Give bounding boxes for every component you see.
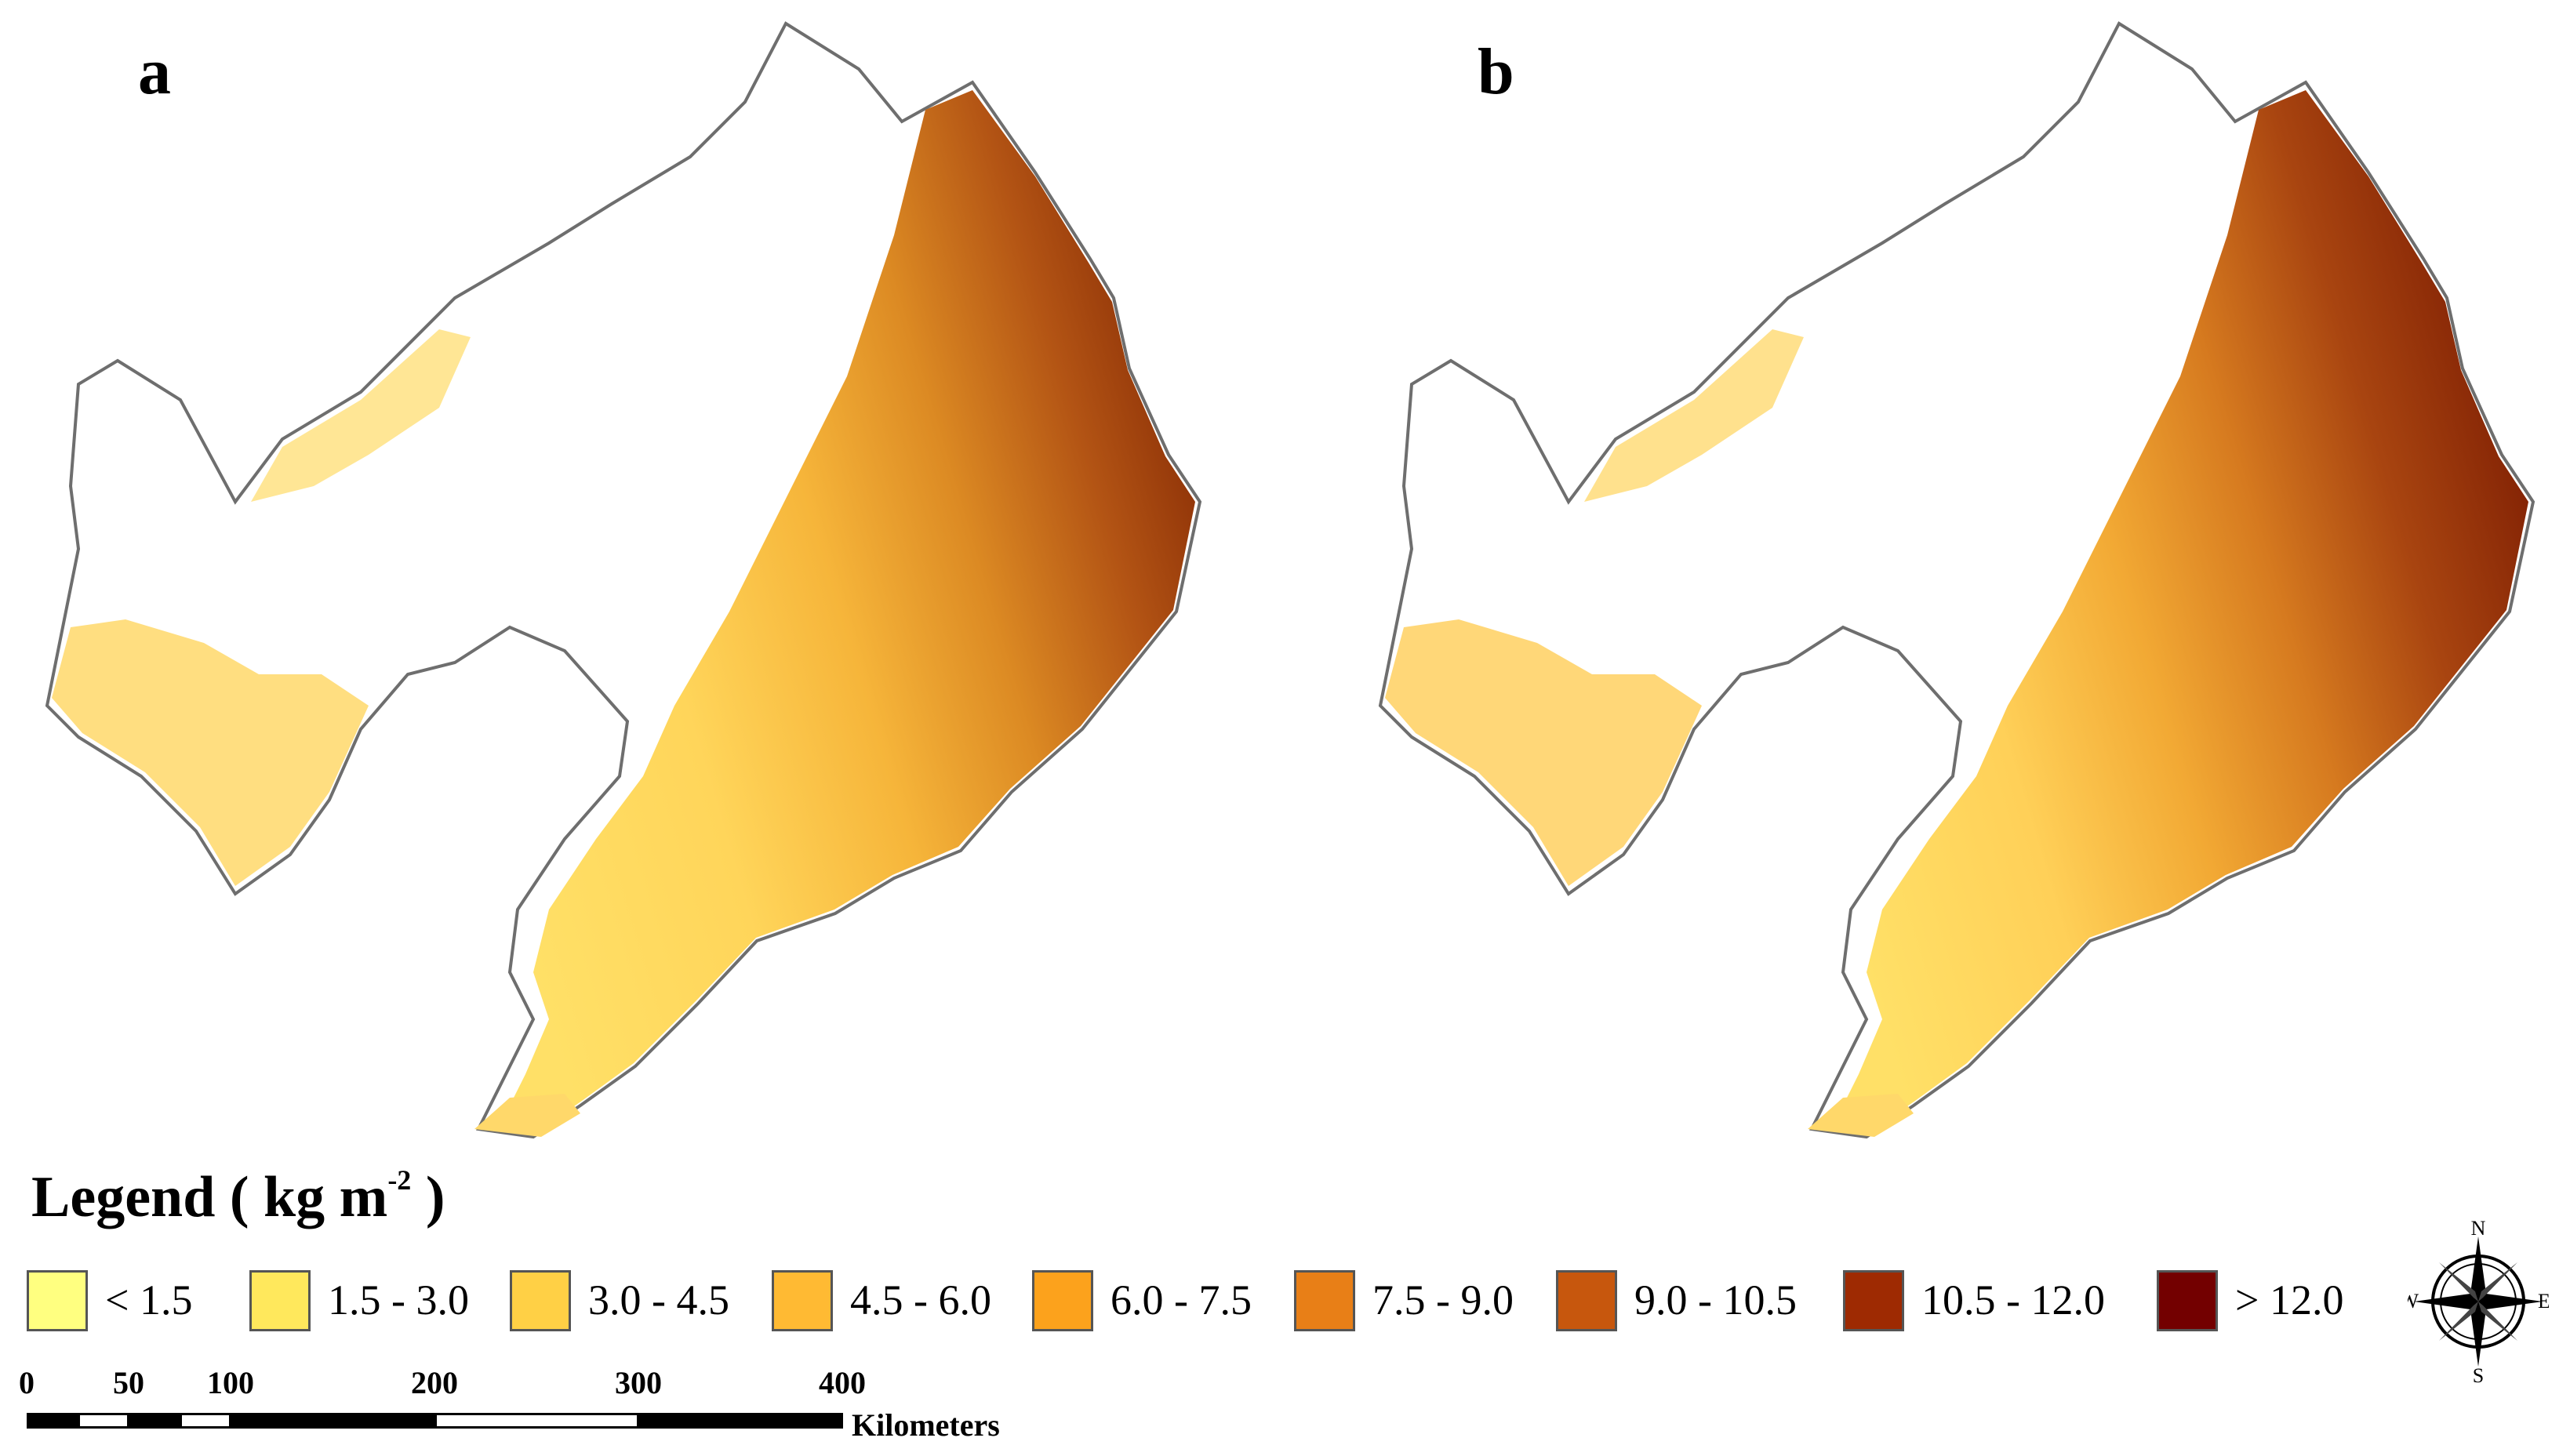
legend-label: 3.0 - 4.5 xyxy=(588,1276,729,1323)
panel-label-b: b xyxy=(1478,35,1514,108)
compass-label-s: S xyxy=(2473,1364,2484,1384)
soil-density-raster-west xyxy=(1385,619,1702,886)
peninsula-tip xyxy=(474,1094,580,1137)
compass-point-n xyxy=(2470,1236,2486,1302)
scale-tick-label: 0 xyxy=(19,1365,35,1400)
map-panel-a xyxy=(45,21,1202,1139)
compass-point-e xyxy=(2478,1294,2543,1309)
legend-label: 10.5 - 12.0 xyxy=(1921,1276,2105,1323)
compass-label-e: E xyxy=(2538,1290,2549,1313)
scale-segment xyxy=(638,1413,843,1429)
legend-label: < 1.5 xyxy=(105,1276,193,1323)
legend-label: 7.5 - 9.0 xyxy=(1372,1276,1514,1323)
legend-swatch xyxy=(27,1270,88,1331)
compass-point-ne xyxy=(2478,1262,2517,1302)
scale-segment xyxy=(27,1413,78,1429)
legend-swatch xyxy=(772,1270,833,1331)
scale-tick-label: 300 xyxy=(615,1365,662,1400)
scale-segment xyxy=(129,1413,180,1429)
legend-label: 6.0 - 7.5 xyxy=(1111,1276,1252,1323)
compass-point-s xyxy=(2470,1302,2486,1367)
compass-label-w: W xyxy=(2408,1290,2419,1313)
legend-swatch xyxy=(1294,1270,1355,1331)
soil-density-raster-north xyxy=(251,329,471,502)
scale-tick-label: 400 xyxy=(819,1365,866,1400)
scale-segment xyxy=(231,1413,435,1429)
compass-label-n: N xyxy=(2471,1219,2486,1240)
legend-label: 9.0 - 10.5 xyxy=(1634,1276,1797,1323)
soil-density-raster xyxy=(502,90,1195,1129)
soil-density-raster-north xyxy=(1584,329,1804,502)
panel-label-a: a xyxy=(138,35,171,108)
compass-point-w xyxy=(2414,1294,2478,1309)
compass-point-nw xyxy=(2439,1262,2478,1302)
legend-swatch xyxy=(1556,1270,1617,1331)
legend-swatch xyxy=(1032,1270,1093,1331)
legend-swatch xyxy=(510,1270,571,1331)
legend-swatch xyxy=(249,1270,311,1331)
scale-unit-label: Kilometers xyxy=(852,1407,1000,1443)
scale-segment xyxy=(78,1413,129,1429)
compass-point-se xyxy=(2478,1302,2517,1341)
compass-rose-icon: N S E W xyxy=(2408,1219,2549,1384)
legend-title: Legend ( kg m-2 ) xyxy=(31,1164,445,1231)
legend-label: > 12.0 xyxy=(2235,1276,2344,1323)
peninsula-tip xyxy=(1808,1094,1914,1137)
scale-tick-label: 100 xyxy=(207,1365,254,1400)
scale-segment xyxy=(180,1413,231,1429)
legend-swatch xyxy=(1843,1270,1904,1331)
scale-segment xyxy=(434,1413,639,1429)
soil-density-raster xyxy=(1835,90,2528,1129)
scale-tick-label: 200 xyxy=(411,1365,458,1400)
map-panel-b xyxy=(1378,21,2535,1139)
legend-title-exponent: -2 xyxy=(387,1164,412,1196)
scale-tick-label: 50 xyxy=(113,1365,144,1400)
scale-bar: 0 50 100 200 300 400 Kilometers xyxy=(19,1364,1041,1443)
legend-title-text: Legend ( kg m xyxy=(31,1165,388,1229)
soil-density-raster-west xyxy=(52,619,369,886)
legend-swatch xyxy=(2157,1270,2218,1331)
compass-point-sw xyxy=(2439,1302,2478,1341)
legend-title-suffix: ) xyxy=(411,1165,445,1229)
legend-label: 4.5 - 6.0 xyxy=(850,1276,991,1323)
legend-label: 1.5 - 3.0 xyxy=(328,1276,469,1323)
